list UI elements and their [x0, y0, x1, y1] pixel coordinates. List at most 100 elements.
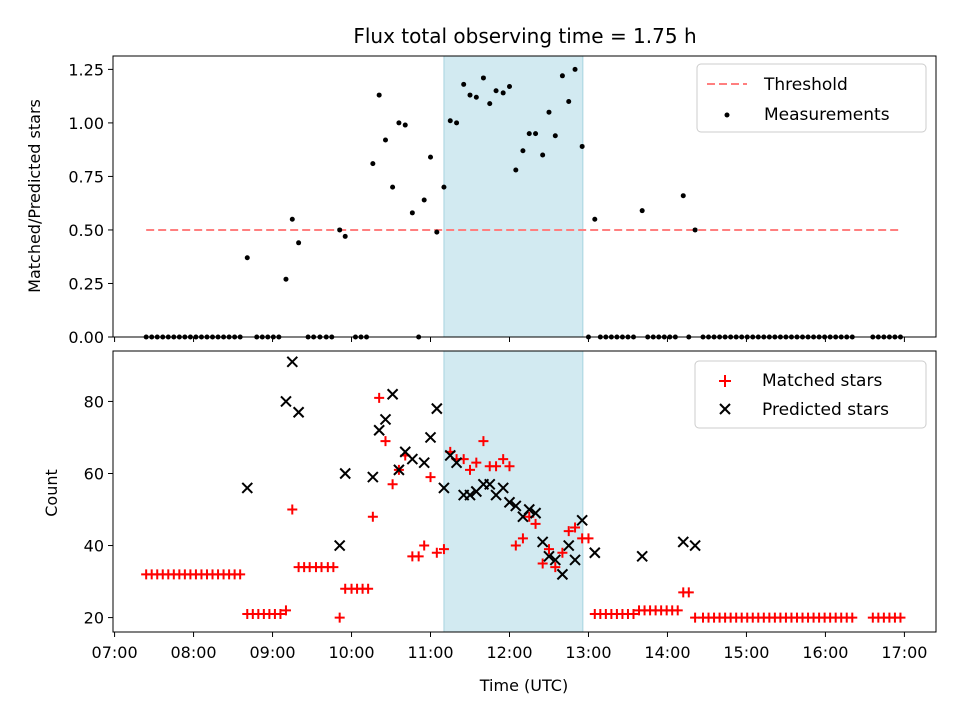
measurement-point	[454, 120, 460, 126]
top-y-tick-label: 1.00	[68, 114, 104, 133]
x-tick-label: 07:00	[92, 643, 138, 662]
predicted-star-point	[677, 536, 689, 548]
measurement-point	[487, 101, 493, 107]
top-legend: Threshold Measurements	[696, 63, 927, 133]
measurement-point	[559, 73, 565, 79]
legend-matched-label: Matched stars	[762, 371, 882, 391]
measurement-point	[461, 81, 467, 87]
measurement-point	[467, 92, 473, 98]
matched-star-point	[537, 558, 548, 569]
predicted-star-point	[503, 496, 516, 509]
measurement-point	[447, 118, 453, 124]
predicted-star-point	[386, 388, 399, 400]
predicted-star-point	[450, 456, 463, 469]
measurement-point	[500, 90, 506, 96]
measurement-point	[244, 255, 250, 261]
predicted-star-point	[589, 547, 601, 559]
predicted-star-point	[431, 402, 443, 415]
matched-star-point	[275, 608, 286, 619]
predicted-star-point	[563, 539, 575, 552]
predicted-star-point	[536, 536, 549, 548]
bottom-legend-box	[694, 360, 927, 429]
predicted-star-point	[464, 489, 476, 501]
x-tick-label: 11:00	[407, 643, 453, 662]
legend-measurements-marker	[724, 112, 730, 118]
bottom-y-tick-label: 40	[84, 537, 104, 556]
measurement-point	[533, 131, 539, 137]
predicted-star-point	[333, 539, 346, 552]
predicted-star-point	[424, 431, 437, 444]
top-axes-frame	[112, 55, 937, 338]
bottom-y-axis-label: Count	[42, 469, 61, 517]
measurement-point	[441, 184, 447, 190]
measurement-point	[396, 120, 402, 126]
measurement-point	[552, 133, 558, 139]
measurement-point	[428, 154, 434, 160]
legend-matched-marker	[719, 375, 731, 387]
matched-star-point	[380, 436, 391, 447]
predicted-star-point	[373, 424, 385, 436]
measurement-point	[579, 143, 585, 149]
matched-star-point	[563, 526, 574, 537]
measurement-point	[289, 216, 295, 222]
measurement-point	[513, 167, 519, 173]
measurement-point	[370, 161, 376, 167]
chart-title: Flux total observing time = 1.75 h	[353, 24, 696, 48]
predicted-star-point	[292, 406, 305, 418]
matched-star-point	[334, 612, 345, 623]
predicted-star-point	[286, 356, 298, 368]
measurement-point	[592, 216, 598, 222]
predicted-star-point	[549, 554, 562, 566]
matched-star-point	[672, 605, 683, 616]
top-y-axis-label: Matched/Predicted stars	[25, 99, 44, 293]
top-y-tick-label: 0.50	[68, 221, 104, 240]
matched-star-point	[287, 504, 298, 515]
predicted-star-point	[367, 471, 379, 483]
measurement-point	[296, 240, 302, 246]
x-tick-label: 15:00	[723, 643, 769, 662]
predicted-star-point	[484, 478, 496, 491]
bottom-y-tick-label: 60	[84, 464, 104, 483]
predicted-star-point	[523, 503, 535, 516]
measurement-point	[390, 184, 396, 190]
predicted-star-point	[438, 482, 450, 494]
predicted-star-point	[689, 539, 701, 552]
x-tick-label: 17:00	[881, 643, 927, 662]
x-tick-label: 16:00	[802, 643, 848, 662]
top-y-tick-label: 0.00	[68, 328, 104, 347]
matched-star-point	[570, 522, 581, 533]
top-y-tick-label: 0.25	[68, 274, 104, 293]
matched-star-point	[530, 518, 541, 529]
matched-star-point	[235, 569, 246, 580]
bottom-axes-frame	[112, 350, 937, 633]
predicted-star-point	[510, 500, 522, 512]
predicted-star-point	[497, 482, 509, 494]
x-tick-label: 14:00	[644, 643, 690, 662]
measurement-point	[506, 84, 512, 90]
matched-star-point	[550, 562, 561, 573]
matched-star-point	[367, 511, 378, 522]
predicted-star-point	[280, 395, 292, 408]
matched-star-point	[510, 540, 521, 551]
matched-star-point	[683, 587, 694, 598]
legend-threshold-label: Threshold	[763, 75, 848, 95]
matched-star-point	[498, 454, 509, 465]
bottom-y-tick-label: 20	[84, 609, 104, 628]
top-panel: 0.00 0.25 0.50 0.75 1.00 1.25 Matched/Predict…	[25, 55, 937, 347]
matched-star-point	[471, 457, 482, 468]
predicted-star-point	[529, 507, 542, 519]
predicted-star-point	[569, 554, 581, 566]
measurement-point	[692, 227, 698, 233]
matched-star-point	[465, 464, 476, 475]
legend-predicted-marker	[719, 403, 731, 415]
measurement-point	[434, 229, 440, 235]
predicted-star-point	[241, 482, 253, 494]
bottom-shaded-span	[443, 350, 584, 633]
matched-star-point	[478, 436, 489, 447]
top-shaded-span	[443, 55, 584, 338]
x-tick-label: 09:00	[249, 643, 295, 662]
measurement-point	[526, 131, 532, 137]
measurement-point	[421, 197, 427, 203]
measurement-point	[546, 109, 552, 115]
